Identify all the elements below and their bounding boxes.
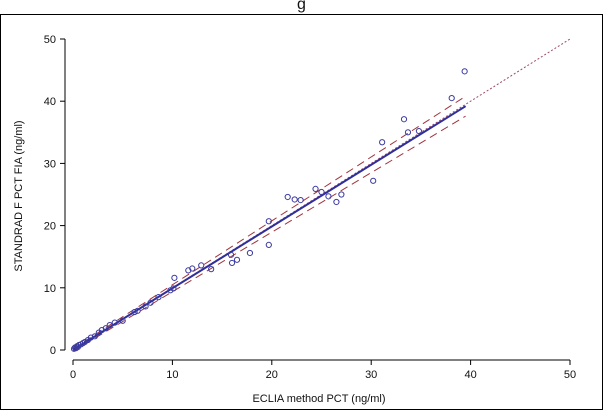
tick-labels: 0 10 20 30 40 50 0 10 20 30 40 50 (44, 34, 576, 381)
data-point (448, 94, 455, 102)
data-point (461, 68, 468, 75)
data-point (170, 285, 177, 292)
data-point (147, 299, 154, 306)
data-point (227, 251, 235, 258)
data-point (119, 317, 126, 324)
x-tick-label: 50 (564, 369, 576, 381)
y-axis-label: STANDRAD F PCT FIA (ng/ml) (13, 120, 25, 271)
data-point (370, 177, 377, 184)
data-point (297, 196, 304, 204)
data-point (228, 259, 236, 267)
y-tick-label: 40 (44, 96, 56, 108)
data-point (265, 241, 272, 248)
data-point (333, 198, 340, 206)
chart-title-fragment: g (297, 0, 306, 13)
x-tick-label: 0 (70, 369, 76, 381)
data-point (265, 218, 272, 225)
data-point (325, 193, 332, 200)
y-tick-label: 20 (44, 221, 56, 233)
data-point (111, 319, 118, 326)
x-tick-label: 20 (266, 369, 278, 381)
data-point (91, 333, 98, 340)
y-tick-label: 30 (44, 158, 56, 170)
data-point (106, 322, 113, 329)
data-points (70, 68, 468, 352)
data-point (338, 191, 345, 198)
data-point (312, 185, 319, 193)
x-tick-label: 40 (464, 369, 476, 381)
data-point (155, 294, 162, 301)
outer-frame (0, 14, 603, 410)
axes (60, 38, 571, 365)
data-point (208, 266, 215, 273)
data-point (284, 193, 291, 201)
data-point (198, 262, 205, 269)
data-point (404, 129, 412, 136)
data-point (134, 307, 141, 314)
data-point (379, 139, 386, 146)
y-tick-label: 0 (50, 345, 56, 357)
data-point (102, 325, 109, 332)
data-point (233, 256, 241, 263)
x-tick-label: 10 (166, 369, 178, 381)
x-axis-label: ECLIA method PCT (ng/ml) (252, 393, 385, 405)
data-point (400, 116, 408, 123)
regression-line (72, 105, 467, 351)
x-tick-label: 30 (365, 369, 377, 381)
data-point (171, 274, 178, 281)
data-point (131, 308, 138, 316)
confidence-lower-line (72, 115, 466, 352)
data-point (415, 127, 423, 135)
data-point (189, 265, 196, 272)
data-point (142, 303, 149, 310)
data-point (291, 196, 298, 203)
y-tick-label: 50 (44, 34, 56, 46)
y-tick-label: 10 (44, 283, 56, 295)
data-point (246, 249, 254, 257)
data-point (87, 334, 94, 341)
data-point (318, 188, 325, 196)
